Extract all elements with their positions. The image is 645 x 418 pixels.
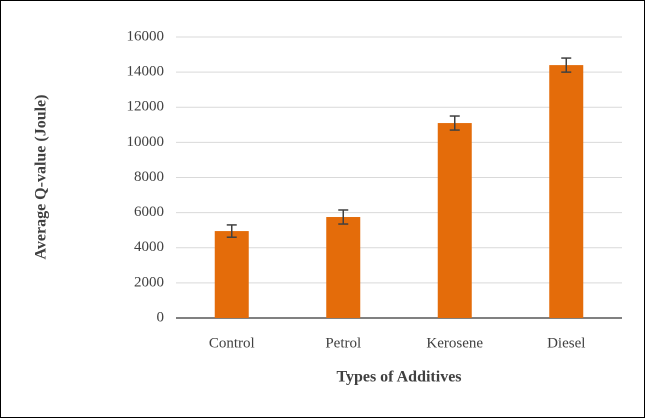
- x-tick-label: Petrol: [325, 335, 361, 351]
- x-tick-label: Kerosene: [426, 335, 483, 351]
- y-tick-label: 12000: [127, 99, 165, 115]
- error-bar: [338, 209, 349, 225]
- x-axis-title: Types of Additives: [336, 369, 461, 386]
- error-bar: [226, 224, 237, 238]
- y-tick-label: 14000: [127, 64, 165, 80]
- error-bar: [449, 115, 460, 131]
- y-tick-label: 6000: [134, 204, 164, 220]
- error-bar: [561, 57, 572, 73]
- bar: [437, 123, 472, 319]
- x-tick-label: Diesel: [547, 335, 585, 351]
- bar: [214, 231, 249, 318]
- y-tick-label: 10000: [127, 134, 165, 150]
- x-tick-label: Control: [209, 335, 255, 351]
- y-axis-title: Average Q-value (Joule): [33, 95, 50, 260]
- y-tick-label: 0: [157, 309, 165, 325]
- bar: [549, 65, 584, 318]
- y-tick-label: 2000: [134, 274, 164, 290]
- y-tick-label: 8000: [134, 169, 164, 185]
- y-tick-label: 4000: [134, 239, 164, 255]
- bar: [326, 217, 361, 318]
- y-tick-label: 16000: [127, 28, 165, 44]
